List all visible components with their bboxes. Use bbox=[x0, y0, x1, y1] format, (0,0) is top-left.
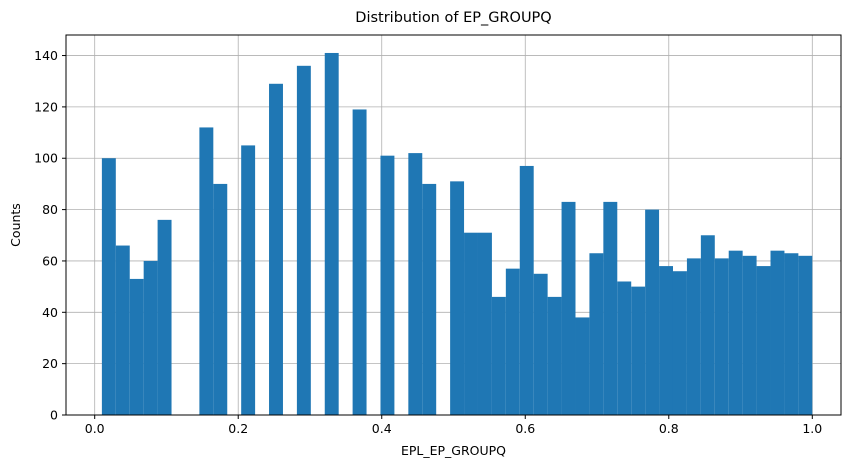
histogram-bar bbox=[324, 52, 339, 416]
histogram-bar bbox=[770, 250, 785, 415]
y-tick-label: 140 bbox=[34, 48, 58, 63]
y-tick-label: 100 bbox=[34, 151, 58, 166]
histogram-bar bbox=[561, 201, 576, 415]
histogram-bar bbox=[631, 286, 646, 415]
histogram-bar bbox=[645, 209, 660, 415]
histogram-bar bbox=[505, 268, 520, 415]
histogram-bar bbox=[575, 317, 590, 415]
chart-title: Distribution of EP_GROUPQ bbox=[355, 10, 551, 26]
histogram-bar bbox=[533, 273, 548, 415]
histogram-bar bbox=[519, 165, 534, 415]
histogram-bar bbox=[352, 109, 367, 415]
histogram-bar bbox=[380, 155, 395, 416]
y-tick-label: 80 bbox=[42, 202, 58, 217]
histogram-bar bbox=[603, 201, 618, 415]
histogram-bar bbox=[589, 253, 604, 415]
y-tick-label: 20 bbox=[42, 356, 58, 371]
histogram-bars bbox=[101, 52, 813, 416]
y-tick-label: 0 bbox=[50, 408, 58, 423]
x-tick-label: 0.2 bbox=[228, 421, 248, 436]
histogram-bar bbox=[296, 65, 311, 415]
histogram-bar bbox=[199, 127, 214, 415]
histogram-bar bbox=[700, 235, 715, 415]
x-tick-label: 1.0 bbox=[802, 421, 822, 436]
histogram-bar bbox=[408, 153, 423, 416]
histogram-bar bbox=[101, 158, 116, 416]
x-tick-label: 0.8 bbox=[659, 421, 679, 436]
y-tick-label: 120 bbox=[34, 99, 58, 114]
histogram-bar bbox=[115, 245, 130, 415]
histogram-bar bbox=[672, 271, 687, 415]
y-axis-label: Counts bbox=[8, 203, 23, 247]
histogram-bar bbox=[477, 232, 492, 415]
histogram-bar bbox=[464, 232, 478, 415]
histogram-bar bbox=[784, 253, 799, 415]
histogram-bar bbox=[450, 181, 465, 415]
histogram-bar bbox=[617, 281, 632, 415]
x-tick-label: 0.4 bbox=[372, 421, 392, 436]
histogram-bar bbox=[129, 278, 144, 415]
histogram-bar bbox=[491, 296, 506, 415]
histogram-bar bbox=[686, 258, 701, 415]
histogram-bar bbox=[728, 250, 743, 415]
histogram-bar bbox=[241, 145, 256, 416]
histogram-bar bbox=[269, 83, 283, 415]
axis-ticks: 0.0 0.2 0.4 0.6 0.8 1.0 0 20 40 60 80 100 120 140 bbox=[34, 48, 822, 436]
y-tick-label: 40 bbox=[42, 305, 58, 320]
histogram-bar bbox=[157, 219, 172, 415]
histogram-bar bbox=[547, 296, 562, 415]
histogram-bar bbox=[659, 266, 673, 415]
histogram-bar bbox=[714, 258, 729, 415]
histogram-bar bbox=[798, 255, 813, 415]
histogram-bar bbox=[742, 255, 757, 415]
y-tick-label: 60 bbox=[42, 253, 58, 268]
histogram-bar bbox=[213, 183, 228, 415]
x-axis-label: EPL_EP_GROUPQ bbox=[401, 443, 506, 458]
x-tick-label: 0.6 bbox=[515, 421, 535, 436]
x-tick-label: 0.0 bbox=[85, 421, 105, 436]
histogram-bar bbox=[143, 260, 158, 415]
histogram-bar bbox=[756, 266, 771, 415]
histogram-bar bbox=[422, 183, 437, 415]
plot-frame bbox=[65, 34, 842, 416]
